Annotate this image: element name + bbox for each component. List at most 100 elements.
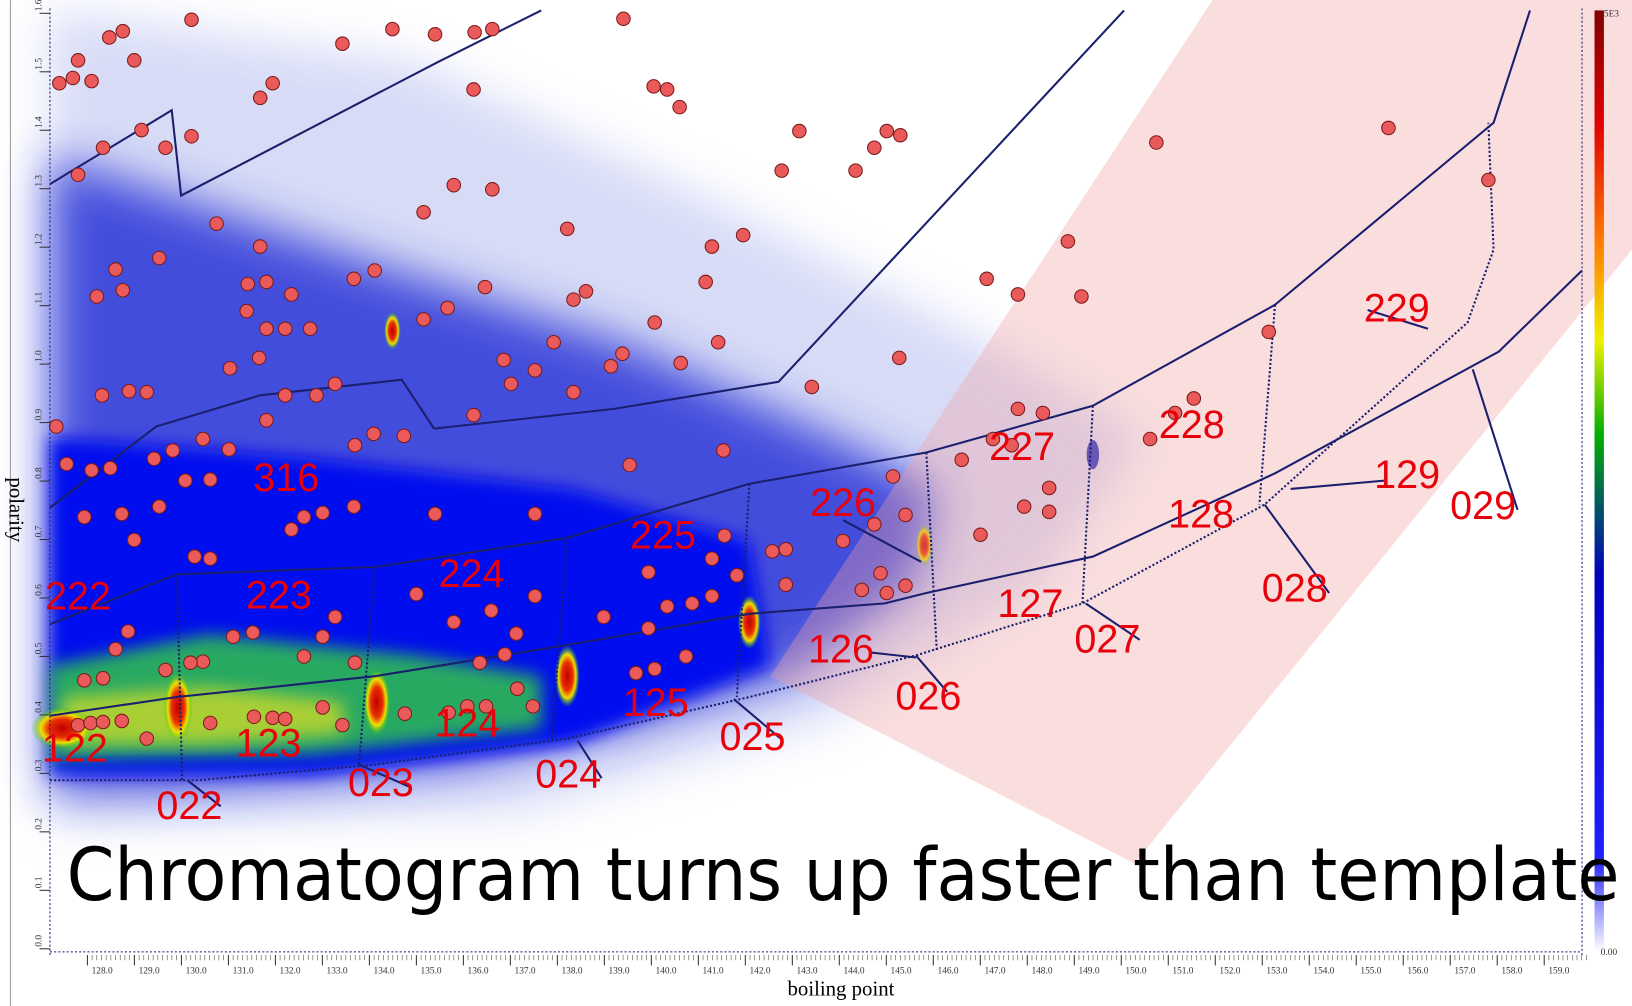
y-tick-label: 1.2 xyxy=(35,233,45,245)
x-tick-label: 151.0 xyxy=(1172,967,1193,977)
x-tick-label: 136.0 xyxy=(468,967,489,977)
peak-marker xyxy=(1042,481,1056,495)
peak-marker xyxy=(71,54,85,68)
peak-marker xyxy=(310,389,324,403)
peak-marker xyxy=(96,672,110,686)
peak-marker xyxy=(196,432,210,446)
y-tick-label: 0.0 xyxy=(35,935,45,947)
peak-marker xyxy=(241,277,255,291)
peak-marker xyxy=(253,240,267,254)
region-label: 226 xyxy=(810,481,876,525)
peak-marker xyxy=(122,384,136,398)
peak-marker xyxy=(1017,500,1031,514)
peak-marker xyxy=(511,682,525,696)
peak-marker xyxy=(428,507,442,521)
peak-marker xyxy=(166,444,180,458)
x-tick-label: 130.0 xyxy=(186,967,207,977)
peak-marker xyxy=(397,429,411,443)
y-tick-label: 1.3 xyxy=(35,175,45,187)
peak-marker xyxy=(509,627,523,641)
y-tick-label: 1.4 xyxy=(35,116,45,128)
region-label: 022 xyxy=(156,784,222,828)
peak-marker xyxy=(617,12,631,26)
peak-marker xyxy=(730,569,744,583)
peak-marker xyxy=(447,178,461,192)
peak-marker xyxy=(109,642,123,656)
peak-marker xyxy=(285,288,299,302)
peak-marker xyxy=(874,566,888,580)
peak-marker xyxy=(223,362,237,376)
peak-marker xyxy=(642,622,656,636)
peak-marker xyxy=(252,351,266,365)
peak-marker xyxy=(103,31,117,45)
peak-marker xyxy=(316,701,330,715)
peak-marker xyxy=(90,290,104,304)
peak-marker xyxy=(498,648,512,662)
region-label: 122 xyxy=(42,727,108,771)
region-label: 125 xyxy=(623,681,689,725)
peak-marker xyxy=(159,141,173,155)
peak-marker xyxy=(152,500,166,514)
y-tick-label: 0.7 xyxy=(35,525,45,537)
peak-marker xyxy=(717,444,731,458)
chromatogram-view: 3162222232242252262272282291221231241251… xyxy=(0,0,1632,1006)
peak-marker xyxy=(115,714,129,728)
region-label: 024 xyxy=(535,753,601,797)
peak-marker xyxy=(53,76,67,90)
peak-marker xyxy=(95,389,109,403)
peak-marker xyxy=(805,380,819,394)
peak-marker xyxy=(203,473,217,487)
region-label: 027 xyxy=(1074,617,1140,661)
x-tick-label: 144.0 xyxy=(843,967,864,977)
peak-marker xyxy=(736,228,750,242)
peak-marker xyxy=(116,24,130,38)
peak-marker xyxy=(868,141,882,155)
region-label: 025 xyxy=(720,715,786,759)
y-tick-label: 0.6 xyxy=(35,584,45,596)
peak-marker xyxy=(497,353,511,367)
peak-marker xyxy=(152,251,166,265)
peak-marker xyxy=(297,510,311,524)
peak-marker xyxy=(711,336,725,350)
peak-marker xyxy=(642,565,656,579)
peak-marker xyxy=(347,500,361,514)
peak-marker xyxy=(1482,173,1496,187)
peak-marker xyxy=(140,732,154,746)
peak-marker xyxy=(486,22,500,36)
y-tick-label: 0.8 xyxy=(35,467,45,479)
peak-marker xyxy=(1011,288,1025,302)
peak-marker xyxy=(336,37,350,51)
peak-marker xyxy=(955,453,969,467)
peak-marker xyxy=(467,83,481,97)
region-label: 129 xyxy=(1374,453,1440,497)
peak-marker xyxy=(328,610,342,624)
peak-marker xyxy=(348,656,362,670)
peak-marker xyxy=(147,452,161,466)
y-tick-label: 1.1 xyxy=(35,292,45,304)
peak-marker xyxy=(278,389,292,403)
peak-marker xyxy=(49,420,63,434)
peak-marker xyxy=(705,589,719,603)
x-tick-label: 159.0 xyxy=(1548,967,1569,977)
peak-marker xyxy=(893,351,907,365)
peak-marker xyxy=(441,301,455,315)
x-tick-label: 137.0 xyxy=(515,967,536,977)
peak-marker xyxy=(78,510,92,524)
peak-marker xyxy=(184,656,198,670)
peak-marker xyxy=(203,552,217,566)
peak-marker xyxy=(316,506,330,520)
peak-marker xyxy=(179,474,193,488)
peak-marker xyxy=(528,364,542,378)
peak-marker xyxy=(188,550,202,564)
x-tick-label: 148.0 xyxy=(1031,967,1052,977)
x-tick-label: 154.0 xyxy=(1313,967,1334,977)
page: 3162222232242252262272282291221231241251… xyxy=(0,0,1632,1006)
peak-marker xyxy=(159,663,173,677)
peak-marker xyxy=(226,630,240,644)
peak-marker xyxy=(185,13,199,27)
peak-marker xyxy=(115,507,129,521)
x-tick-label: 149.0 xyxy=(1078,967,1099,977)
peak-marker xyxy=(203,716,217,730)
peak-marker xyxy=(855,583,869,597)
peak-marker xyxy=(135,123,149,137)
